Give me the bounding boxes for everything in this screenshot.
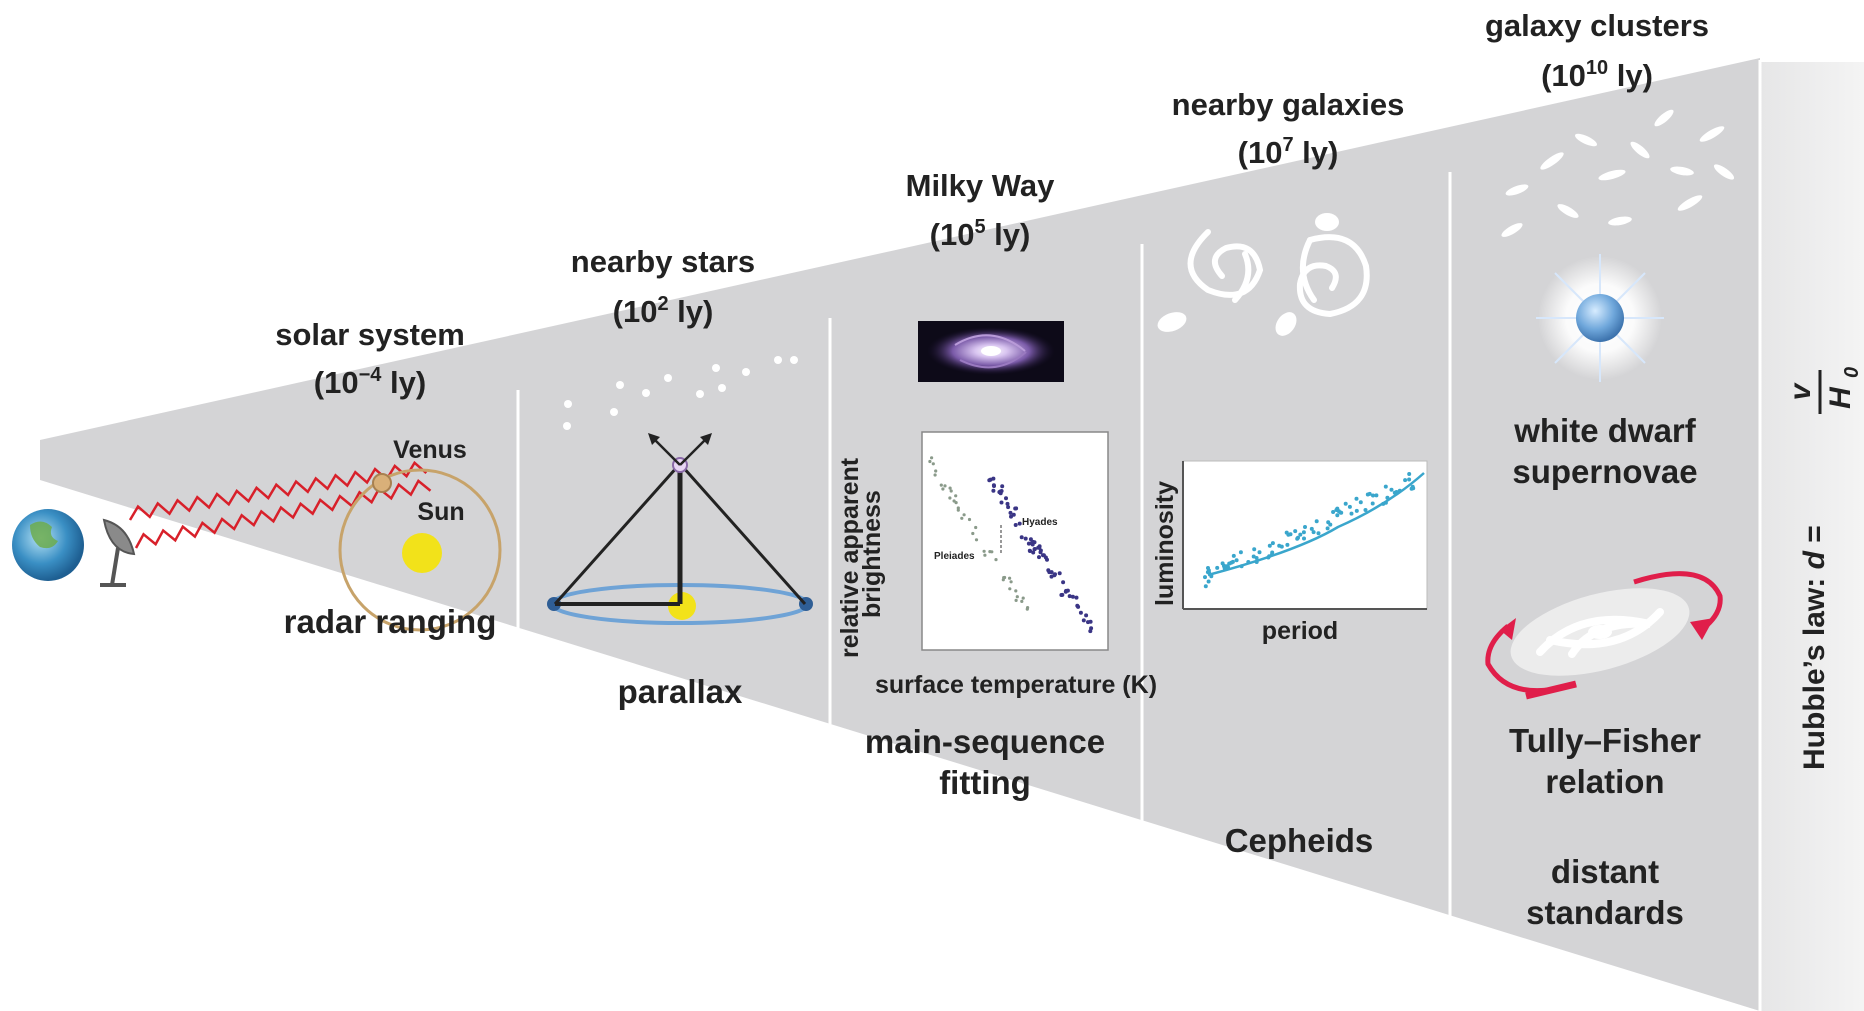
method-distant-standards-2: standards — [1526, 894, 1684, 931]
title-milky-way: Milky Way — [906, 168, 1055, 203]
background-stars — [563, 356, 798, 430]
svg-text:0: 0 — [1841, 367, 1863, 378]
method-parallax: parallax — [618, 673, 743, 710]
sun-label: Sun — [417, 498, 464, 526]
method-cepheids: Cepheids — [1225, 822, 1374, 859]
sun-icon — [668, 592, 696, 620]
radar-dish-icon — [100, 518, 136, 587]
white-dwarf-illustration: white dwarf supernovae — [1512, 254, 1698, 490]
hubbles-law: Hubble’s law: d = v H 0 — [1784, 367, 1863, 770]
method-white-dwarf-1: white dwarf — [1513, 412, 1697, 449]
nearby-galaxies-illustration — [1157, 213, 1370, 336]
milky-way-illustration: Hyades Pleiades relative apparent bright… — [836, 321, 1157, 801]
scale-milky-way: (105 ly) — [930, 216, 1031, 252]
method-tully-fisher-2: relation — [1545, 763, 1664, 800]
venus-label: Venus — [393, 436, 467, 464]
method-radar-ranging: radar ranging — [284, 603, 497, 640]
tully-fisher-illustration: Tully–Fisher relation distant standards — [1485, 571, 1723, 931]
spiral-galaxy-icon — [1187, 229, 1264, 298]
hr-ylabel-line1: relative apparent — [836, 457, 864, 658]
scale-solar-system: (10−4 ly) — [314, 364, 426, 400]
venus-orbit — [338, 468, 502, 632]
solar-system-illustration: Venus Sun radar ranging — [12, 436, 502, 640]
hr-xlabel: surface temperature (K) — [875, 671, 1157, 699]
method-tully-fisher-1: Tully–Fisher — [1509, 722, 1701, 759]
method-distant-standards-1: distant — [1551, 853, 1659, 890]
cepheid-ylabel: luminosity — [1151, 481, 1179, 606]
galaxy-cluster-icons — [1501, 109, 1735, 237]
cepheid-xlabel: period — [1262, 617, 1338, 645]
cepheid-trend-line — [1207, 472, 1425, 577]
hr-diagram-plot — [921, 431, 1109, 651]
method-main-sequence-2: fitting — [939, 764, 1031, 801]
hr-diagram-points — [928, 456, 1094, 634]
cepheid-plot: luminosity period Cepheids — [1151, 460, 1428, 859]
hr-cluster-hyades-label: Hyades — [1022, 517, 1058, 528]
region-dividers — [516, 60, 1762, 1011]
title-solar-system: solar system — [275, 317, 465, 352]
hr-cluster-pleiades-label: Pleiades — [934, 551, 975, 562]
wedge-tip — [40, 58, 1760, 1011]
title-nearby-stars: nearby stars — [571, 244, 755, 279]
scale-nearby-galaxies: (107 ly) — [1238, 134, 1339, 170]
region-titles: solar system (10−4 ly) nearby stars (102… — [275, 8, 1709, 400]
svg-text:v: v — [1784, 381, 1817, 400]
method-white-dwarf-2: supernovae — [1512, 453, 1697, 490]
svg-text:H: H — [1824, 386, 1857, 409]
radar-signal-upper — [128, 460, 428, 521]
method-main-sequence-1: main-sequence — [865, 723, 1105, 760]
rotation-arrow-upper — [1633, 571, 1723, 628]
parallax-illustration: parallax — [547, 356, 813, 710]
sun-icon — [402, 533, 442, 573]
scale-galaxy-clusters: (1010 ly) — [1541, 57, 1653, 93]
venus-icon — [372, 473, 392, 493]
hr-ylabel-line2: brightness — [858, 490, 886, 618]
elliptical-galaxy-icon — [1315, 213, 1339, 231]
scale-nearby-stars: (102 ly) — [613, 293, 714, 329]
svg-text:Hubble’s law: d =: Hubble’s law: d = — [1798, 525, 1831, 770]
title-nearby-galaxies: nearby galaxies — [1172, 87, 1405, 122]
white-dwarf-icon — [1576, 294, 1624, 342]
spiral-galaxy-icon-2 — [1296, 234, 1370, 318]
title-galaxy-clusters: galaxy clusters — [1485, 8, 1709, 43]
